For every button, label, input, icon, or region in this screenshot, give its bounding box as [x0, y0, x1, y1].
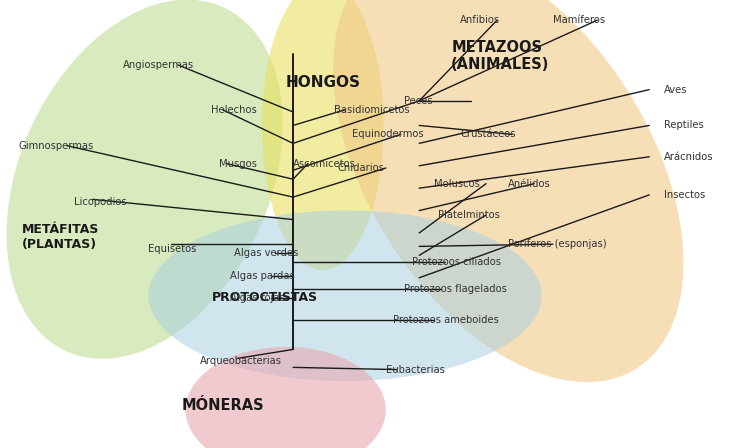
- Text: Platelmintos: Platelmintos: [438, 210, 499, 220]
- Text: Cnidarios: Cnidarios: [338, 163, 384, 173]
- Text: Anélidos: Anélidos: [508, 179, 551, 189]
- Text: Mamíferos: Mamíferos: [553, 15, 605, 25]
- Ellipse shape: [7, 0, 283, 359]
- Text: Musgos: Musgos: [219, 159, 257, 168]
- Text: Basidiomicetos: Basidiomicetos: [334, 105, 410, 115]
- Text: Licopodios: Licopodios: [74, 197, 127, 207]
- Text: Algas pardas: Algas pardas: [230, 271, 295, 280]
- Text: Gimnospermas: Gimnospermas: [19, 141, 93, 151]
- Text: Poríferos (esponjas): Poríferos (esponjas): [508, 239, 607, 250]
- Ellipse shape: [186, 347, 386, 448]
- Ellipse shape: [333, 0, 683, 382]
- Text: Moluscos: Moluscos: [434, 179, 480, 189]
- Text: Equinodermos: Equinodermos: [352, 129, 424, 139]
- Text: METÁFITAS
(PLANTAS): METÁFITAS (PLANTAS): [22, 224, 99, 251]
- Text: Insectos: Insectos: [664, 190, 706, 200]
- Text: Algas rojas: Algas rojas: [230, 293, 285, 303]
- Text: HONGOS: HONGOS: [285, 75, 361, 90]
- Text: Peces: Peces: [404, 96, 433, 106]
- Text: Protozoos flagelados: Protozoos flagelados: [404, 284, 508, 294]
- Text: Aves: Aves: [664, 85, 688, 95]
- Text: METAZOOS
(ANIMALES): METAZOOS (ANIMALES): [451, 40, 550, 72]
- Text: Ascomicetos: Ascomicetos: [293, 159, 356, 168]
- Text: Arácnidos: Arácnidos: [664, 152, 714, 162]
- Text: Crustáceos: Crustáceos: [460, 129, 516, 139]
- Text: PROTOCTISTAS: PROTOCTISTAS: [211, 291, 318, 305]
- Text: MÓNERAS: MÓNERAS: [181, 398, 264, 413]
- Ellipse shape: [148, 211, 542, 381]
- Text: Anfibios: Anfibios: [460, 15, 500, 25]
- Text: Reptiles: Reptiles: [664, 121, 704, 130]
- Text: Algas verdes: Algas verdes: [234, 248, 298, 258]
- Text: Eubacterias: Eubacterias: [386, 365, 444, 375]
- Text: Arqueobacterias: Arqueobacterias: [200, 356, 283, 366]
- Text: Angiospermas: Angiospermas: [122, 60, 194, 70]
- Text: Helechos: Helechos: [211, 105, 257, 115]
- Text: Equisetos: Equisetos: [148, 244, 197, 254]
- Ellipse shape: [262, 0, 384, 270]
- Text: Protozoos ameboides: Protozoos ameboides: [393, 315, 499, 325]
- Text: Protozoos ciliados: Protozoos ciliados: [412, 257, 501, 267]
